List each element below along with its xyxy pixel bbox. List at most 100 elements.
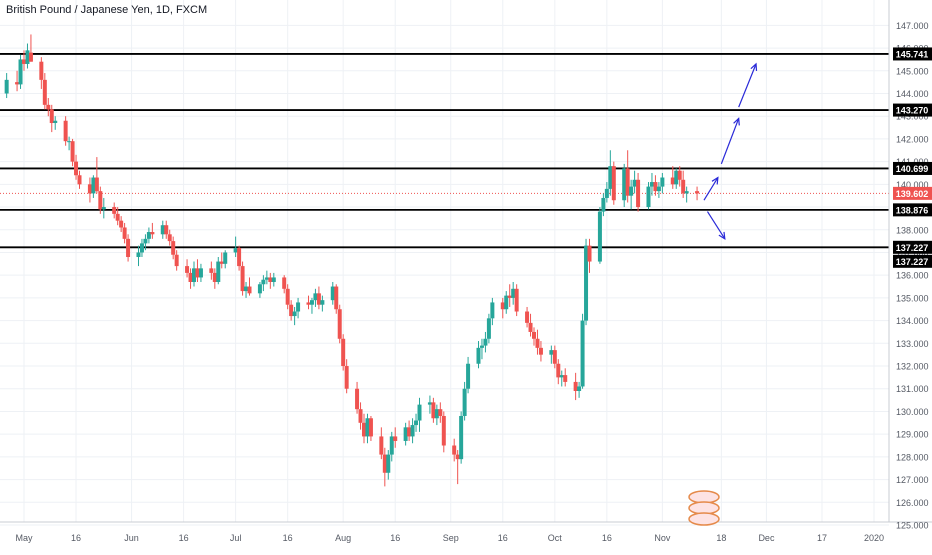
x-axis[interactable]: May 16 Jun 16 Jul 16 Aug 16 Sep 16 Oct 16 Nov 18 Dec 17… xyxy=(15,533,884,543)
y-tick-label: 130.000 xyxy=(896,407,929,417)
candle xyxy=(528,313,533,337)
candle-body xyxy=(223,252,228,264)
candle-body xyxy=(525,311,530,323)
candle-body xyxy=(608,166,613,189)
trend-arrow-shaft xyxy=(706,211,726,240)
candle-body xyxy=(434,409,439,419)
level-price-tag xyxy=(893,47,932,61)
candle-body xyxy=(681,179,686,194)
trend-arrow-shaft xyxy=(738,63,757,108)
candle-body xyxy=(431,402,436,419)
candle-body xyxy=(632,179,637,187)
candle-body xyxy=(587,245,592,262)
candle xyxy=(407,420,412,441)
candle xyxy=(285,284,290,310)
candle xyxy=(67,136,72,151)
candle-body xyxy=(486,318,491,339)
x-tick-label: Jun xyxy=(124,533,139,543)
candle xyxy=(660,172,665,194)
candle-body xyxy=(511,288,516,298)
y-tick-label: 127.000 xyxy=(896,475,929,485)
candle-body xyxy=(556,363,561,378)
candle xyxy=(49,104,54,133)
candle-body xyxy=(185,266,190,273)
candle xyxy=(434,404,439,426)
candle xyxy=(112,202,117,219)
candle-body xyxy=(136,252,141,258)
candle xyxy=(337,304,342,344)
candle-body xyxy=(629,186,634,196)
candle xyxy=(355,381,360,414)
candle xyxy=(379,427,384,460)
level-price-label: 138.876 xyxy=(896,205,929,215)
candle xyxy=(313,288,318,307)
candle xyxy=(504,291,509,314)
candle-body xyxy=(313,293,318,301)
candle-body xyxy=(115,213,120,221)
candle xyxy=(237,245,242,271)
candle xyxy=(410,418,415,444)
candle-body xyxy=(535,338,540,348)
candle-body xyxy=(549,350,554,355)
candle xyxy=(77,170,82,189)
candle xyxy=(292,306,297,326)
candle xyxy=(580,313,585,389)
candle-body xyxy=(67,141,72,143)
candle xyxy=(646,182,651,210)
candle xyxy=(386,450,391,480)
candle-body xyxy=(18,59,23,85)
candle-body xyxy=(77,175,82,185)
candle xyxy=(98,186,103,214)
y-axis[interactable]: 125.000 126.000 127.000 128.000 129.000 130.0… xyxy=(896,21,929,531)
candle xyxy=(309,297,314,314)
candle-body xyxy=(240,266,245,292)
candle-body xyxy=(403,427,408,441)
candle xyxy=(192,261,196,287)
candle-body xyxy=(604,188,609,198)
candle xyxy=(597,207,602,264)
level-price-tag xyxy=(893,254,932,268)
candle-body xyxy=(386,454,391,473)
candle-body xyxy=(407,427,412,437)
candle xyxy=(695,186,700,201)
candle xyxy=(535,329,540,355)
y-tick-label: 129.000 xyxy=(896,430,929,440)
candle-body xyxy=(573,381,578,392)
candle-body xyxy=(209,268,214,273)
candle-body xyxy=(219,261,224,264)
level-price-tag xyxy=(893,161,932,175)
candle xyxy=(625,150,630,203)
horizontal-levels xyxy=(0,53,889,249)
candle-body xyxy=(244,286,249,292)
candle xyxy=(139,238,144,258)
candle xyxy=(636,172,641,212)
candle xyxy=(604,182,609,203)
candle-body xyxy=(677,170,682,180)
candle xyxy=(344,359,349,394)
candle xyxy=(476,341,481,369)
candle-body xyxy=(625,168,630,196)
candle-body xyxy=(25,50,30,64)
candle-body xyxy=(160,225,165,235)
candle xyxy=(653,175,658,196)
level-price-label: 137.227 xyxy=(896,243,929,253)
candle-body xyxy=(143,238,148,244)
candle-body xyxy=(559,375,564,378)
candle-body xyxy=(174,254,179,267)
candle xyxy=(427,395,432,414)
candle-body xyxy=(192,268,196,282)
y-tick-label: 143.000 xyxy=(896,112,929,122)
chart-title: British Pound / Japanese Yen, 1D, FXCM xyxy=(6,4,208,16)
candle xyxy=(15,70,20,92)
candle xyxy=(629,179,634,210)
candle-body xyxy=(393,436,398,441)
candle xyxy=(136,245,141,267)
candle xyxy=(63,116,68,146)
candle xyxy=(632,170,637,194)
candle-body xyxy=(164,225,169,235)
candle-body xyxy=(22,59,26,64)
trend-arrow xyxy=(720,117,740,165)
candle-body xyxy=(695,191,700,194)
candle-body xyxy=(584,245,589,321)
